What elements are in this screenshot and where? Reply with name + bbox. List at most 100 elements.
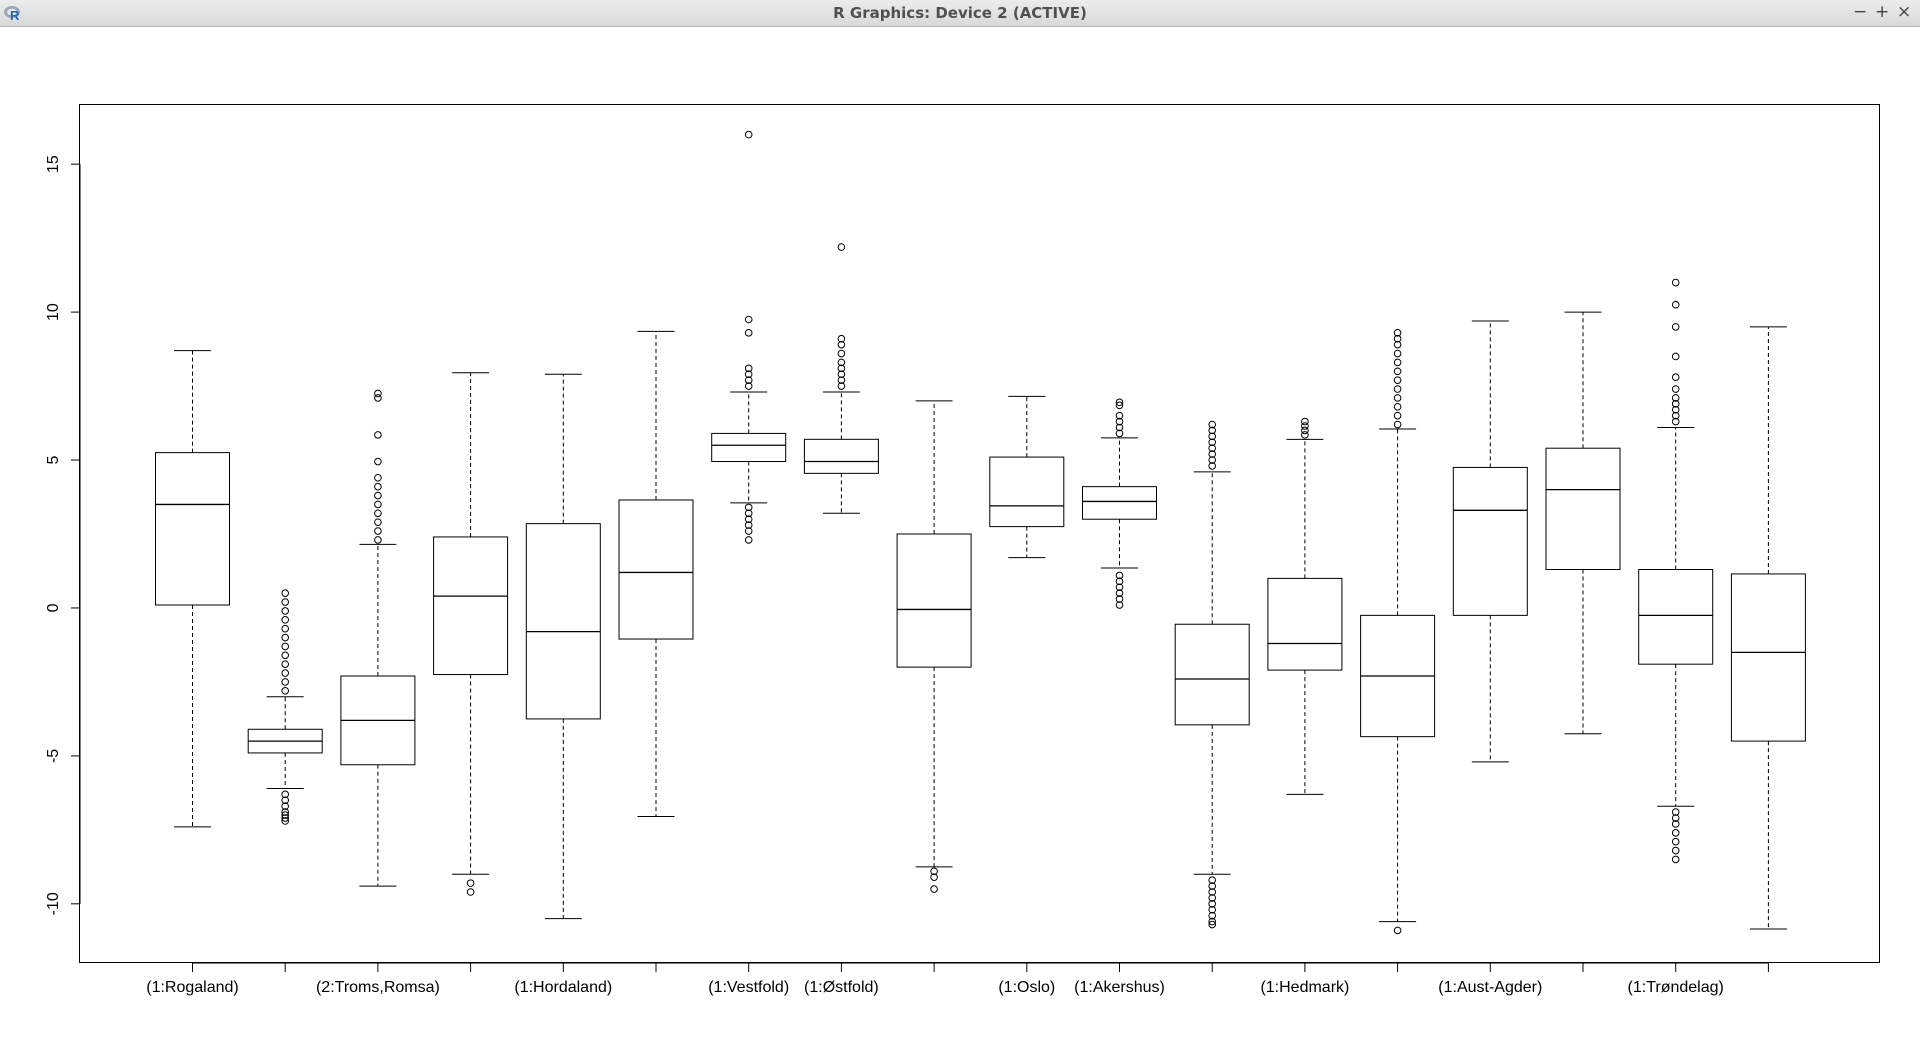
outlier-point xyxy=(374,389,382,398)
outlier-point xyxy=(1208,900,1216,908)
x-tick-label: (1:Rogaland) xyxy=(146,979,239,996)
outlier-point xyxy=(466,879,475,887)
outlier-point xyxy=(837,334,846,343)
outlier-point xyxy=(1671,829,1680,837)
box-18 xyxy=(1730,326,1806,930)
outlier-point xyxy=(1671,405,1680,414)
box-1 xyxy=(155,350,230,828)
outlier-point xyxy=(1208,876,1216,884)
outlier-point xyxy=(837,340,846,349)
outlier-point xyxy=(1115,401,1124,410)
outlier-point xyxy=(1393,385,1402,393)
box-17 xyxy=(1638,278,1714,864)
outlier-point xyxy=(1115,595,1124,603)
box-6 xyxy=(618,330,694,818)
outlier-point xyxy=(837,349,846,358)
box-iqr xyxy=(989,456,1065,528)
y-tick-label: -10 xyxy=(45,892,62,915)
box-iqr xyxy=(618,499,694,640)
outlier-point xyxy=(1115,429,1124,438)
outlier-point xyxy=(837,376,846,384)
outlier-point xyxy=(1208,911,1216,920)
outlier-point xyxy=(1208,882,1216,890)
outlier-point xyxy=(1671,411,1680,420)
x-tick-label: (1:Hordaland) xyxy=(514,979,612,996)
outlier-point xyxy=(466,888,475,896)
box-2 xyxy=(247,589,323,825)
outlier-point xyxy=(930,873,938,882)
outlier-point xyxy=(1671,400,1680,408)
outlier-point xyxy=(1115,423,1124,432)
box-12 xyxy=(1174,420,1250,929)
minimize-button[interactable]: − xyxy=(1853,2,1868,22)
outlier-point xyxy=(1301,431,1309,439)
box-iqr xyxy=(711,432,787,463)
outlier-point xyxy=(281,817,290,825)
outlier-point xyxy=(1208,456,1216,464)
outlier-point xyxy=(930,867,938,876)
outlier-point xyxy=(1208,917,1216,926)
outlier-point xyxy=(837,382,846,390)
outlier-point xyxy=(1671,846,1680,855)
outlier-point xyxy=(837,364,846,373)
box-iqr xyxy=(803,438,879,474)
outlier-point xyxy=(1393,367,1402,376)
outlier-point xyxy=(281,669,290,677)
outlier-point xyxy=(744,521,753,529)
outlier-point xyxy=(1671,385,1680,393)
outlier-point xyxy=(930,885,938,893)
outlier-point xyxy=(1393,334,1402,343)
close-button[interactable]: × xyxy=(1897,2,1912,22)
outlier-point xyxy=(1301,422,1309,430)
maximize-button[interactable]: + xyxy=(1875,2,1890,22)
outlier-point xyxy=(744,509,753,518)
outlier-point xyxy=(281,808,290,816)
box-3 xyxy=(340,389,416,887)
outlier-point xyxy=(374,482,382,491)
box-iqr xyxy=(525,523,601,720)
x-axis: (1:Rogaland) (2:Troms,Romsa) (1:Hordaland)… xyxy=(146,962,1769,996)
outlier-point xyxy=(1115,601,1124,609)
box-iqr xyxy=(1082,486,1157,520)
outlier-point xyxy=(1115,583,1124,592)
outlier-point xyxy=(837,358,846,367)
box-iqr xyxy=(1730,573,1806,742)
outlier-point xyxy=(1393,402,1402,411)
outlier-point xyxy=(281,616,290,624)
window-titlebar[interactable]: R R Graphics: Device 2 (ACTIVE) − + × xyxy=(0,0,1920,27)
outlier-point xyxy=(1115,417,1124,426)
outlier-point xyxy=(744,527,753,535)
window-title: R Graphics: Device 2 (ACTIVE) xyxy=(833,4,1087,22)
outlier-point xyxy=(281,678,290,686)
outlier-point xyxy=(744,370,753,379)
outlier-point xyxy=(1208,432,1216,441)
outlier-point xyxy=(744,515,753,524)
y-tick-label: 0 xyxy=(45,603,62,612)
y-tick-label: 15 xyxy=(45,155,62,173)
box-4 xyxy=(433,372,509,896)
outlier-point xyxy=(744,130,753,139)
outlier-point xyxy=(744,364,753,373)
outlier-point xyxy=(1301,426,1309,435)
outlier-point xyxy=(374,394,382,402)
outlier-point xyxy=(1208,905,1216,914)
outlier-point xyxy=(1208,462,1216,470)
outlier-point xyxy=(1671,394,1680,402)
outlier-point xyxy=(1671,417,1680,426)
outlier-point xyxy=(1208,426,1216,435)
box-9 xyxy=(896,400,972,893)
box-15 xyxy=(1452,320,1528,763)
x-tick-label: (2:Troms,Romsa) xyxy=(316,979,440,996)
outlier-point xyxy=(1671,278,1680,287)
outlier-point xyxy=(374,509,382,518)
outlier-point xyxy=(1208,444,1216,453)
outlier-point xyxy=(374,527,382,535)
outlier-point xyxy=(1208,894,1216,902)
y-tick-label: 10 xyxy=(45,303,62,321)
outlier-point xyxy=(1208,438,1216,447)
box-13 xyxy=(1267,417,1343,795)
box-iqr xyxy=(1545,447,1621,571)
outlier-point xyxy=(281,589,290,597)
box-10 xyxy=(989,395,1065,559)
